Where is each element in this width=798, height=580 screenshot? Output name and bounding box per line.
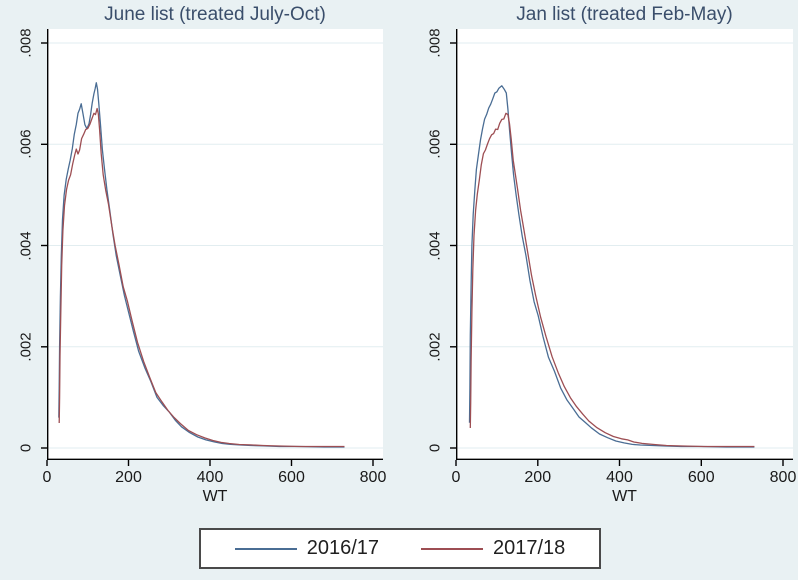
- density-curve-2017-18: [58, 107, 345, 448]
- x-tick-label: 400: [196, 469, 224, 486]
- y-tick-label: .004: [426, 230, 444, 261]
- x-tick-label: 600: [278, 469, 305, 486]
- density-curve-2017-18: [469, 112, 755, 448]
- x-tick-label: 600: [687, 469, 715, 486]
- x-axis-title-jan: WT: [612, 488, 637, 505]
- panel-title-jan: Jan list (treated Feb-May): [516, 4, 733, 25]
- y-tick-label: 0: [426, 443, 444, 453]
- y-tick-label: .002: [426, 332, 444, 362]
- plot-area-jan: [448, 29, 798, 482]
- x-tick-label: 800: [769, 469, 797, 486]
- x-tick-label: 800: [359, 469, 387, 486]
- density-curve-2016-17: [58, 82, 345, 448]
- x-tick-label: 400: [606, 469, 633, 486]
- y-tick-label: .002: [17, 332, 35, 362]
- plot-svg: [450, 29, 793, 466]
- density-curve-2016-17: [468, 85, 755, 448]
- y-tick-label: .008: [426, 28, 444, 58]
- x-tick-label: 0: [42, 469, 52, 486]
- y-tick-label: .006: [426, 129, 444, 159]
- panel-title-june: June list (treated July-Oct): [104, 4, 326, 25]
- y-tick-label: 0: [17, 443, 35, 453]
- plot-background: [47, 29, 383, 460]
- plot-area-june: [39, 29, 391, 482]
- x-tick-label: 0: [451, 469, 461, 486]
- y-tick-label: .006: [17, 129, 35, 159]
- x-axis-title-june: WT: [202, 488, 228, 505]
- x-tick-label: 200: [115, 469, 142, 486]
- plot-background: [456, 29, 793, 460]
- x-tick-label: 200: [524, 469, 552, 486]
- legend-label-2017-18: 2017/18: [493, 537, 566, 559]
- plot-svg: [41, 29, 383, 466]
- legend-line-2017-18: [421, 547, 483, 550]
- y-tick-label: .004: [17, 230, 35, 261]
- legend: 2016/17 2017/18: [199, 528, 601, 569]
- legend-line-2016-17: [234, 547, 297, 550]
- legend-label-2016-17: 2016/17: [306, 537, 379, 559]
- y-tick-label: .008: [17, 28, 35, 58]
